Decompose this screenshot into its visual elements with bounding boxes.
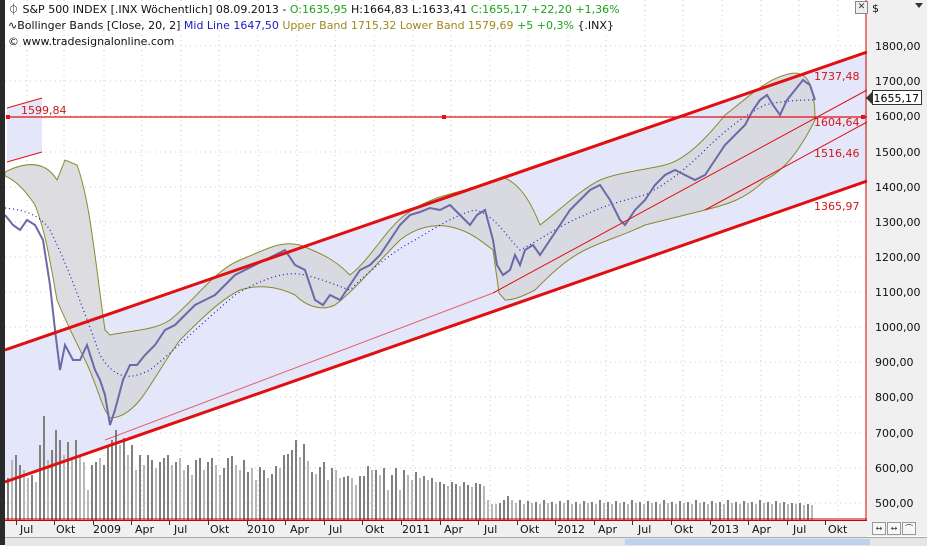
x-label: Okt [210,523,230,536]
x-label: Okt [365,523,385,536]
chart-legend: ⏀ S&P 500 INDEX [.INX Wöchentlich] 08.09… [8,2,620,50]
y-label: 1300,00 [875,216,921,229]
upper-band-value: Upper Band 1715,32 [282,19,397,32]
close-chart-button[interactable]: ✕ [855,1,868,14]
x-label: Apr [752,523,772,536]
channel-inner-line-1 [492,89,867,294]
x-label: Okt [520,523,540,536]
wave-icon: ∿ [8,19,18,32]
legend-row-bollinger: ∿Bollinger Bands [Close, 20, 2] Mid Line… [8,18,620,34]
x-label: 2013 [711,523,739,536]
label-1599: 1599,84 [21,104,67,117]
x-label: Jul [484,523,498,536]
time-axis[interactable]: Jul Okt 2009 Apr Jul Okt 2010 Apr Jul Ok… [5,520,867,537]
price-axis[interactable]: 1800,00 1700,00 1600,00 1500,00 1400,00 … [867,0,927,520]
x-label: Okt [828,523,848,536]
left-frame [0,0,5,545]
chart-scrollbar[interactable] [5,537,927,546]
channel-upper-line [5,50,867,352]
zoom-out-button[interactable]: ↔ [872,522,886,535]
y-label: 1400,00 [875,181,921,194]
price-candles [5,78,816,426]
close-change-value: C:1655,17 +22,20 +1,36% [470,3,620,16]
y-label: 1800,00 [875,40,921,53]
label-channel-top: 1737,48 [814,70,860,83]
axis-controls: ↔ ↔ ⌒ [867,520,927,536]
legend-row-copyright: © www.tradesignalonline.com [8,34,620,50]
small-channel-fill [7,98,42,162]
mid-line-value: Mid Line 1647,50 [183,19,279,32]
x-label: 2009 [93,523,121,536]
bollinger-band-fill [5,72,816,419]
y-label: 1700,00 [875,75,921,88]
copyright-text: © www.tradesignalonline.com [8,35,175,48]
y-label: 1500,00 [875,146,921,159]
indicator-name[interactable]: Bollinger Bands [Close, 20, 2] [17,19,181,32]
instrument-title: S&P 500 INDEX [.INX Wöchentlich] 08.09.2… [22,3,290,16]
x-label: Apr [135,523,155,536]
x-label: Apr [444,523,464,536]
y-label: 1600,00 [875,110,921,123]
y-label: 800,00 [875,391,914,404]
high-value: H:1664,83 [350,3,409,16]
y-label: 1100,00 [875,286,921,299]
currency-label: $ [872,2,879,15]
x-label: 2012 [557,523,585,536]
x-label: Jul [329,523,343,536]
lower-band-value: Lower Band 1579,69 [399,19,514,32]
current-price-tag: 1655,17 [866,90,922,105]
chart-plot-area[interactable]: 1599,84 1737,48 1604,64 1516,46 1365,97 [5,0,867,520]
x-label: Apr [290,523,310,536]
y-label: 500,00 [875,497,914,510]
y-label: 900,00 [875,356,914,369]
indicator-change: +5 +0,3% [517,19,574,32]
channel-fill [5,52,867,482]
legend-row-price: ⏀ S&P 500 INDEX [.INX Wöchentlich] 08.09… [8,2,620,18]
y-label: 600,00 [875,462,914,475]
y-label: 700,00 [875,427,914,440]
price-chart-svg [5,0,867,520]
x-label: Jul [20,523,34,536]
x-label: Jul [174,523,188,536]
channel-lower-line [5,179,867,484]
auto-scale-button[interactable]: ⌒ [902,522,916,535]
label-channel-mid1: 1604,64 [814,116,860,129]
channel-inner-line-2 [704,121,867,211]
y-label: 1200,00 [875,251,921,264]
x-label: Okt [674,523,694,536]
indicator-symbol: {.INX} [577,19,614,32]
fit-button[interactable]: ↔ [887,522,901,535]
scrollbar-thumb[interactable] [625,539,870,545]
axis-dropdown-icon[interactable] [915,3,923,8]
y-label: 1000,00 [875,321,921,334]
candlestick-icon: ⏀ [8,3,19,16]
label-channel-mid2: 1516,46 [814,147,860,160]
label-channel-bottom: 1365,97 [814,200,860,213]
low-value: L:1633,41 [411,3,468,16]
open-value: O:1635,95 [289,3,348,16]
x-label: Jul [793,523,807,536]
x-label: Okt [56,523,76,536]
volume-bars [7,416,813,520]
x-label: 2010 [247,523,275,536]
x-label: Jul [638,523,652,536]
x-label: 2011 [402,523,430,536]
x-label: Apr [598,523,618,536]
